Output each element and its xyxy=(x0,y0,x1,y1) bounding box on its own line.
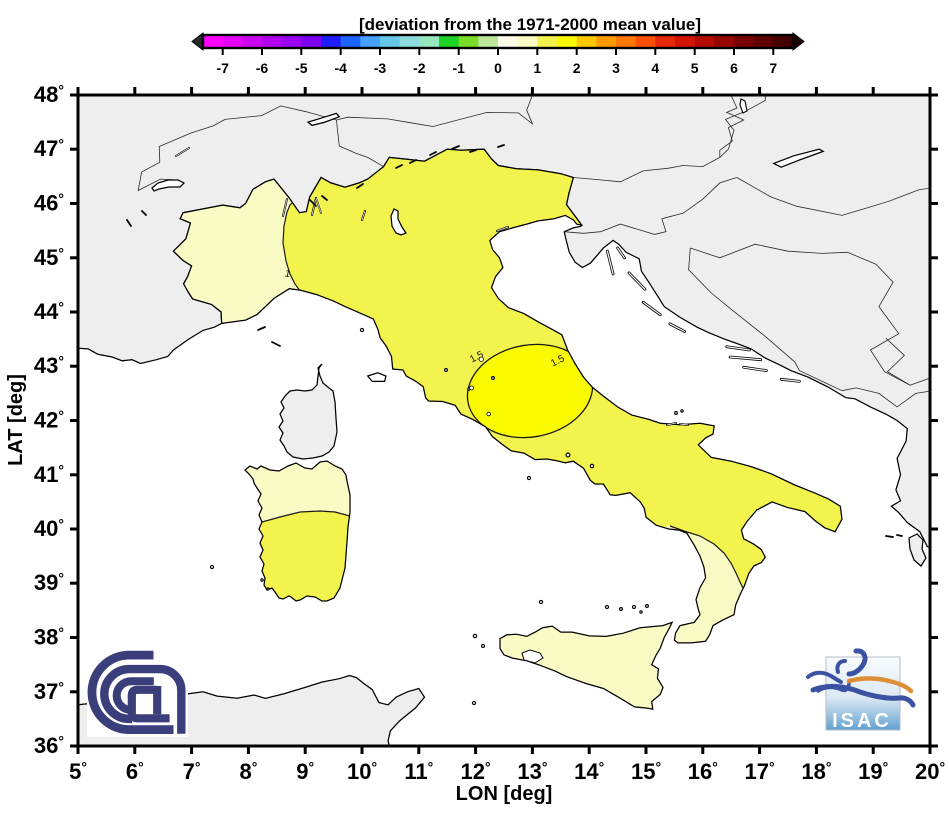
svg-text:5: 5 xyxy=(691,60,699,76)
svg-text:1: 1 xyxy=(533,60,541,76)
svg-text:ISAC: ISAC xyxy=(832,710,892,732)
svg-text:4: 4 xyxy=(651,60,659,76)
svg-text:-4: -4 xyxy=(334,60,347,76)
svg-text:-3: -3 xyxy=(374,60,387,76)
svg-text:37°: 37° xyxy=(34,679,64,704)
svg-text:-2: -2 xyxy=(413,60,426,76)
svg-text:-5: -5 xyxy=(295,60,308,76)
svg-text:LON [deg]: LON [deg] xyxy=(456,783,553,805)
svg-text:0: 0 xyxy=(494,60,502,76)
svg-text:LAT [deg]: LAT [deg] xyxy=(5,374,27,466)
svg-text:12°: 12° xyxy=(461,759,491,784)
svg-text:-7: -7 xyxy=(216,60,229,76)
svg-text:6: 6 xyxy=(730,60,738,76)
svg-text:[deviation from the 1971-2000: [deviation from the 1971-2000 mean value… xyxy=(359,15,701,34)
svg-text:2: 2 xyxy=(573,60,581,76)
svg-text:3: 3 xyxy=(612,60,620,76)
svg-text:16°: 16° xyxy=(688,759,718,784)
svg-text:1: 1 xyxy=(284,268,292,280)
svg-text:-6: -6 xyxy=(256,60,269,76)
svg-text:7: 7 xyxy=(769,60,777,76)
svg-text:-1: -1 xyxy=(452,60,465,76)
